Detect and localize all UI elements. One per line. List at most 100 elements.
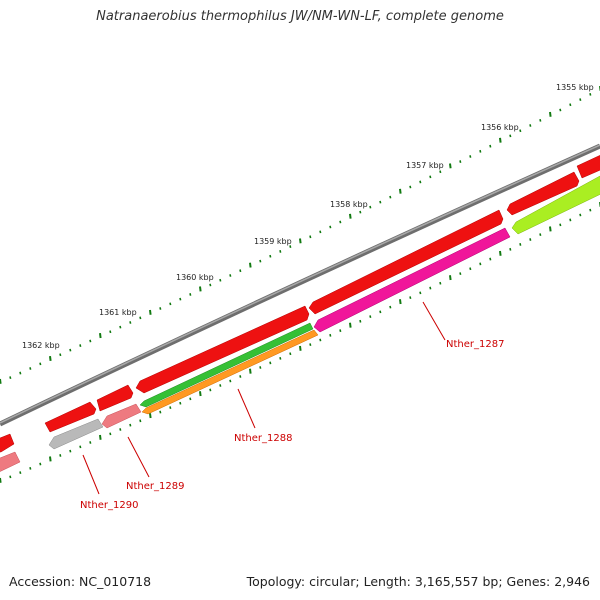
scale-tick	[89, 339, 92, 343]
scale-tick	[399, 299, 402, 305]
scale-tick	[19, 371, 22, 375]
scale-label: 1358 kbp	[330, 200, 368, 209]
scale-tick	[149, 413, 152, 419]
scale-tick	[139, 419, 142, 423]
gene-arrow	[48, 418, 104, 450]
scale-tick	[179, 297, 182, 301]
scale-tick	[179, 401, 182, 405]
scale-tick	[549, 226, 552, 232]
scale-label: 1357 kbp	[406, 161, 444, 170]
scale-tick	[159, 307, 162, 310]
scale-tick	[59, 454, 62, 457]
gene-arrow	[313, 227, 511, 333]
scale-tick	[109, 330, 112, 334]
scale-tick	[309, 235, 312, 239]
scale-tick	[499, 250, 502, 256]
gene-arrow	[511, 175, 600, 235]
gene-label-leaders	[82, 301, 446, 495]
scale-tick	[529, 238, 532, 241]
scale-tick	[289, 245, 292, 248]
scale-tick	[199, 391, 202, 397]
scale-tick	[29, 466, 32, 470]
scale-tick	[239, 375, 242, 378]
scale-label: 1360 kbp	[176, 273, 214, 282]
scale-tick	[439, 281, 442, 285]
scale-tick	[299, 238, 302, 244]
scale-tick	[329, 333, 332, 337]
topology-summary: Topology: circular; Length: 3,165,557 bp…	[246, 574, 590, 589]
gene-arrow	[0, 433, 15, 453]
scale-tick	[559, 108, 562, 112]
scale-tick	[519, 243, 522, 246]
scale-tick	[449, 275, 452, 281]
scale-tick	[459, 160, 462, 163]
scale-tick	[339, 220, 342, 224]
gene-arrow	[44, 401, 97, 433]
scale-tick	[119, 325, 122, 329]
scale-tick	[189, 397, 192, 401]
scale-tick	[589, 208, 592, 212]
scale-tick	[219, 278, 222, 282]
scale-tick	[279, 356, 282, 360]
scale-label: 1355 kbp	[556, 83, 594, 92]
scale-ticks	[0, 86, 600, 384]
scale-tick	[479, 262, 482, 266]
scale-tick	[489, 257, 492, 261]
scale-tick	[539, 233, 542, 237]
scale-tick	[349, 213, 352, 219]
scale-tick	[69, 449, 72, 453]
scale-tick	[279, 250, 282, 253]
inner-scale-ticks	[0, 202, 600, 483]
scale-tick	[409, 296, 412, 300]
scale-tick	[539, 118, 542, 122]
scale-tick	[259, 259, 262, 263]
scale-tick	[489, 144, 492, 148]
scale-tick	[499, 137, 502, 143]
gene-label: Nther_1288	[234, 433, 292, 444]
scale-tick	[399, 188, 402, 194]
gene-label: Nther_1290	[80, 500, 138, 511]
gene-label: Nther_1287	[446, 339, 504, 350]
scale-tick	[79, 445, 82, 449]
gene-arrow	[135, 305, 310, 394]
scale-label: 1359 kbp	[254, 237, 292, 246]
scale-tick	[139, 316, 142, 320]
scale-tick	[329, 225, 332, 229]
scale-tick	[549, 111, 552, 117]
genome-backbone	[0, 143, 600, 427]
scale-tick	[569, 218, 572, 222]
scale-tick	[319, 230, 322, 234]
scale-tick	[269, 254, 272, 258]
scale-tick	[99, 434, 102, 440]
scale-tick	[229, 274, 232, 277]
gene-arrow	[96, 384, 134, 412]
scale-tick	[199, 286, 202, 292]
scale-tick	[9, 376, 12, 380]
scale-tick	[359, 319, 362, 323]
scale-tick	[469, 155, 472, 158]
scale-tick	[429, 286, 432, 290]
scale-tick	[169, 302, 172, 306]
scale-tick	[419, 291, 422, 295]
gene-arrow	[576, 155, 600, 179]
scale-tick	[259, 366, 262, 369]
scale-tick	[9, 475, 12, 479]
scale-tick	[149, 309, 152, 315]
scale-tick	[49, 456, 52, 462]
scale-tick	[209, 283, 212, 287]
scale-tick	[0, 477, 2, 483]
scale-tick	[59, 353, 62, 357]
scale-tick	[109, 432, 112, 436]
gene-label: Nther_1289	[126, 481, 184, 492]
scale-tick	[69, 348, 72, 352]
scale-tick	[79, 344, 82, 347]
scale-tick	[339, 329, 342, 333]
scale-label: 1356 kbp	[481, 123, 519, 132]
scale-label: 1361 kbp	[99, 308, 137, 317]
scale-tick	[379, 310, 382, 314]
scale-tick	[89, 441, 92, 444]
scale-tick	[99, 333, 102, 339]
gene-arrow	[308, 209, 504, 315]
